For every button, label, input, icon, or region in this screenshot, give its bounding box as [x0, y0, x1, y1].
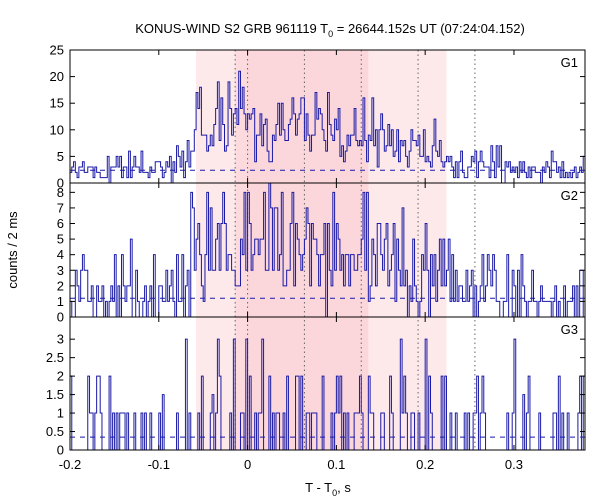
y-tick-label: 0: [57, 443, 64, 458]
y-tick-label: 5: [57, 149, 64, 164]
y-tick-label: 8: [57, 185, 64, 200]
lightcurve-G1: [70, 70, 585, 183]
y-tick-label: 0: [57, 176, 64, 191]
panel-label-G1: G1: [561, 55, 578, 70]
y-tick-label: 25: [50, 43, 64, 58]
lightcurve-G2: [70, 183, 585, 317]
y-tick-label: 0: [57, 310, 64, 325]
chart-frame: [69, 49, 586, 451]
y-tick-label: 1: [57, 294, 64, 309]
panel-label-G3: G3: [561, 322, 578, 337]
y-tick-label: 1: [57, 406, 64, 421]
y-tick-label: 10: [50, 122, 64, 137]
x-tick-label: 0: [244, 457, 251, 472]
y-tick-label: 3: [57, 263, 64, 278]
y-tick-label: 1.5: [46, 387, 64, 402]
x-tick-label: -0.2: [59, 457, 81, 472]
y-axis-title: counts / 2 ms: [5, 211, 20, 289]
x-tick-label: 0.2: [416, 457, 434, 472]
y-tick-label: 20: [50, 69, 64, 84]
y-tick-label: 4: [57, 247, 64, 262]
x-tick-label: 0.1: [327, 457, 345, 472]
panel-label-G2: G2: [561, 188, 578, 203]
panel-G3: 0 0.5 1 1.5 2 2.5 3 G3: [46, 322, 585, 458]
x-axis-title: T - T0, s: [305, 480, 351, 498]
y-tick-label: 0.5: [46, 424, 64, 439]
y-tick-label: 15: [50, 96, 64, 111]
y-tick-label: 7: [57, 200, 64, 215]
y-tick-label: 6: [57, 216, 64, 231]
shaded-intervals: [196, 50, 447, 450]
x-tick-label: -0.1: [148, 457, 170, 472]
chart-title: KONUS-WIND S2 GRB 961119 T0 = 26644.152s…: [135, 21, 525, 39]
y-tick-label: 2.5: [46, 350, 64, 365]
panel-frame-G3: [69, 316, 586, 451]
y-tick-label: 5: [57, 232, 64, 247]
y-tick-label: 2: [57, 369, 64, 384]
y-tick-label: 3: [57, 332, 64, 347]
x-tick-label: 0.3: [505, 457, 523, 472]
y-tick-label: 2: [57, 278, 64, 293]
x-axis-ticks: -0.2 -0.1 0 0.1 0.2 0.3: [59, 457, 523, 472]
